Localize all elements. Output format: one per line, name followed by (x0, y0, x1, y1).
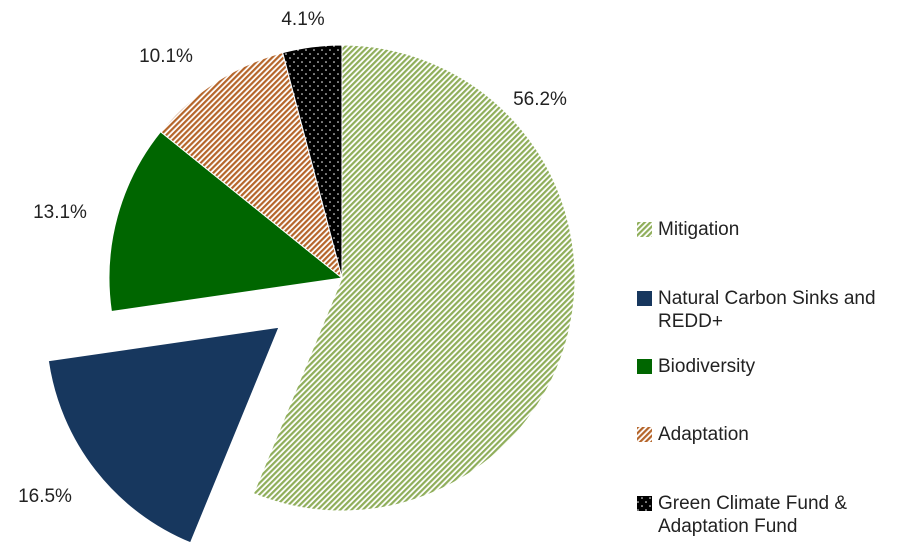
legend-label: Adaptation (658, 424, 749, 445)
legend-label: Green Climate Fund & Adaptation Fund (658, 493, 848, 537)
pie-slice (159, 52, 343, 280)
legend-swatch (637, 496, 652, 511)
pie-slice (47, 326, 280, 544)
legend-label: Biodiversity (658, 356, 756, 377)
legend-label: Mitigation (658, 219, 740, 240)
legend-label: Natural Carbon Sinks and REDD+ (658, 288, 876, 332)
data-label: 16.5% (18, 486, 72, 507)
data-label: 4.1% (281, 9, 324, 30)
data-label: 56.2% (513, 89, 567, 110)
pie-slice (252, 44, 576, 512)
legend-swatch (637, 291, 652, 306)
pie-slice (282, 44, 343, 279)
pie-slice (108, 131, 344, 313)
data-label: 13.1% (33, 202, 87, 223)
legend-swatch (637, 222, 652, 237)
legend-swatch (637, 427, 652, 442)
data-label: 10.1% (139, 46, 193, 67)
legend-swatch (637, 359, 652, 374)
